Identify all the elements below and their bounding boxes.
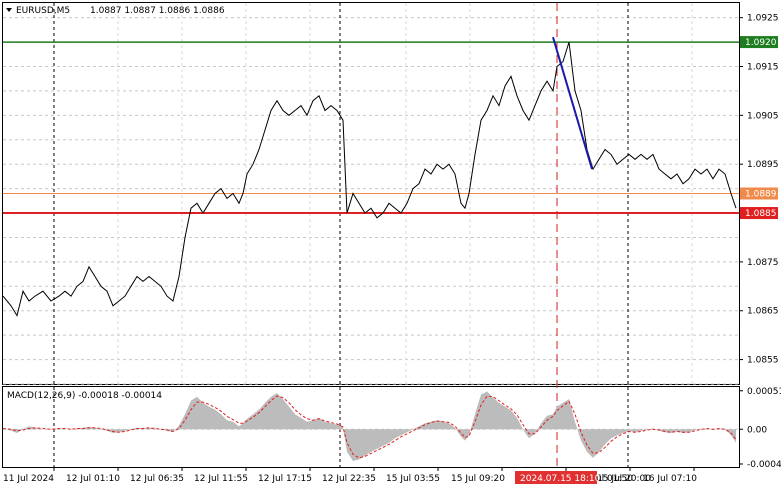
- macd-tick-label: -0.00046: [747, 460, 781, 470]
- time-label: 16 Jul 07:10: [643, 474, 697, 484]
- horizontal-levels[interactable]: [3, 41, 739, 215]
- trend-line-segment[interactable]: [552, 36, 593, 170]
- triangle-down-icon[interactable]: [6, 8, 12, 12]
- cursor-time-box: [515, 471, 597, 484]
- time-label: 11 Jul 2024: [3, 474, 54, 484]
- cursor-time-label: 2024.07.15 18:10: [520, 474, 601, 484]
- macd-indicator: [2, 391, 739, 461]
- macd-signal-line: [2, 395, 737, 459]
- price-tick-label: 1.0855: [747, 356, 779, 366]
- time-label: 12 Jul 11:55: [194, 474, 248, 484]
- time-label: 15 Jul 20:00: [597, 474, 651, 484]
- price-tick-label: 1.0915: [747, 63, 779, 73]
- level-tag-label-resistance: 1.0920: [745, 38, 777, 48]
- price-series: [2, 41, 737, 317]
- time-label: 15 Jul 09:20: [451, 474, 505, 484]
- vertical-grid: [53, 3, 693, 467]
- level-tag-resistance: [740, 36, 778, 49]
- macd-label: MACD(12,26,9) -0.00018 -0.00014: [7, 391, 162, 401]
- price-tick-label: 1.0925: [747, 14, 779, 24]
- level-tag-support: [740, 207, 778, 220]
- time-label: 12 Jul 01:10: [66, 474, 120, 484]
- price-axis: 1.0925 1.0915 1.0905 1.0895 1.0875 1.0865 1.08…: [739, 14, 779, 366]
- chart-header: EURUSD,M5 1.0887 1.0887 1.0886 1.0886: [6, 6, 225, 16]
- cursor-time-tag: 2024.07.15 18:10: [515, 471, 601, 484]
- macd-axis: 0.00051 0.00 -0.00046: [739, 387, 781, 470]
- price-tick-label: 1.0895: [747, 160, 779, 170]
- trend-line[interactable]: [552, 36, 593, 170]
- price-tick-label: 1.0875: [747, 258, 779, 268]
- level-price-tags: 1.0920 1.0889 1.0885: [740, 36, 778, 220]
- macd-tick-label: 0.00: [747, 425, 767, 435]
- level-tag-label-support: 1.0885: [745, 209, 777, 219]
- ohlc-values: 1.0887 1.0887 1.0886 1.0886: [90, 6, 225, 16]
- macd-tick-label: 0.00051: [747, 387, 781, 397]
- time-label: 12 Jul 22:35: [322, 474, 376, 484]
- macd-panel[interactable]: [2, 386, 740, 468]
- price-tick-label: 1.0905: [747, 111, 779, 121]
- level-tag-orange-level: [740, 187, 778, 200]
- time-label: 16 Jul 01:50: [579, 474, 633, 484]
- symbol-label: EURUSD,M5: [16, 6, 70, 16]
- time-label: 12 Jul 06:35: [130, 474, 184, 484]
- time-axis: 11 Jul 2024 12 Jul 01:10 12 Jul 06:35 12 Ju…: [3, 467, 697, 484]
- price-tick-label: 1.0865: [747, 307, 779, 317]
- time-label: 12 Jul 17:15: [258, 474, 312, 484]
- time-label: 15 Jul 03:55: [386, 474, 440, 484]
- level-tag-label-orange-level: 1.0889: [745, 190, 777, 200]
- price-line: [2, 41, 737, 317]
- macd-histogram: [3, 391, 736, 461]
